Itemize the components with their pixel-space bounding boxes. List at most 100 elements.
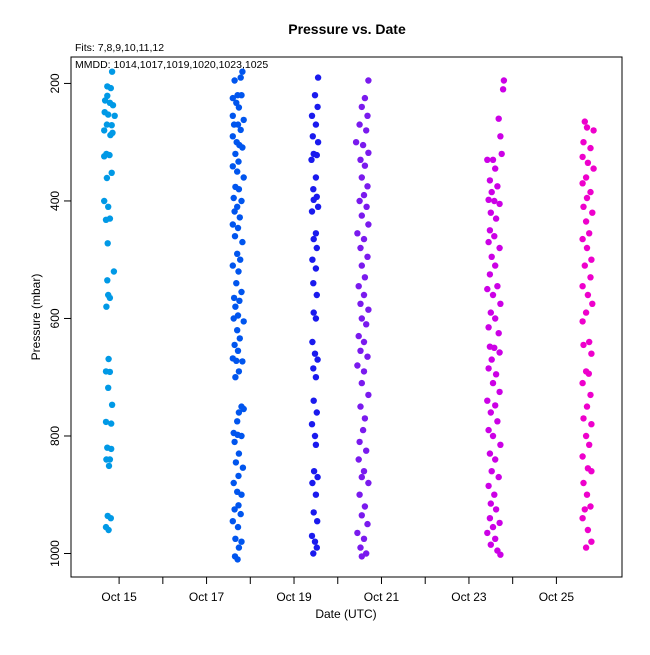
data-point xyxy=(234,347,242,354)
data-point xyxy=(485,196,492,203)
data-point xyxy=(589,300,596,307)
data-point xyxy=(311,538,319,545)
data-point xyxy=(590,127,597,134)
series-1 xyxy=(101,68,118,534)
data-point xyxy=(588,538,595,545)
data-point xyxy=(579,283,586,290)
data-point xyxy=(230,315,237,322)
x-tick-label: Oct 15 xyxy=(101,590,137,604)
data-point xyxy=(354,529,361,537)
data-point xyxy=(363,203,370,210)
data-point xyxy=(580,139,587,146)
data-point xyxy=(308,421,316,428)
data-point xyxy=(364,353,371,360)
data-point xyxy=(235,409,243,416)
data-point xyxy=(239,144,246,151)
series-4 xyxy=(352,77,372,560)
data-point xyxy=(361,503,369,510)
data-point xyxy=(314,139,322,146)
data-point xyxy=(236,335,243,342)
data-point xyxy=(107,515,115,522)
data-point xyxy=(484,285,491,293)
data-point xyxy=(359,141,367,149)
data-point xyxy=(231,506,238,513)
data-point xyxy=(310,468,318,475)
data-point xyxy=(583,124,591,131)
data-point xyxy=(586,230,593,237)
data-point xyxy=(497,551,504,558)
data-point xyxy=(581,506,588,513)
data-point xyxy=(489,523,497,531)
data-point xyxy=(312,265,320,272)
data-point xyxy=(590,165,597,172)
data-point xyxy=(309,133,316,140)
data-point xyxy=(498,150,505,158)
data-point xyxy=(108,420,115,427)
data-point xyxy=(233,280,240,287)
data-point xyxy=(484,156,491,163)
data-point xyxy=(583,244,591,252)
series-6 xyxy=(579,118,597,551)
data-point xyxy=(238,432,245,440)
chart-title: Pressure vs. Date xyxy=(288,21,406,37)
data-point xyxy=(314,518,321,525)
data-point xyxy=(355,456,362,463)
data-point xyxy=(240,116,247,124)
series-3 xyxy=(308,74,322,557)
data-point xyxy=(230,294,238,302)
data-point xyxy=(579,180,586,187)
data-point xyxy=(492,315,499,322)
data-point xyxy=(310,397,317,404)
data-point xyxy=(232,459,240,466)
data-point xyxy=(492,506,500,513)
y-tick-label: 1000 xyxy=(48,540,62,567)
data-point xyxy=(109,102,117,109)
data-point xyxy=(487,409,494,416)
data-point xyxy=(101,153,108,160)
x-axis: Oct 15 Oct 17 Oct 19 Oct 21 Oct 23 Oct 25 xyxy=(101,577,574,604)
data-point xyxy=(105,384,112,391)
data-points xyxy=(101,68,597,563)
data-point xyxy=(308,532,316,540)
data-point xyxy=(357,544,364,551)
data-point xyxy=(580,479,587,487)
data-point xyxy=(103,174,111,182)
data-point xyxy=(310,196,317,203)
data-point xyxy=(494,183,501,190)
y-tick-label: 600 xyxy=(48,308,62,328)
data-point xyxy=(492,215,500,222)
data-point xyxy=(584,159,592,166)
data-point xyxy=(108,122,115,129)
data-point xyxy=(361,415,369,422)
data-point xyxy=(103,121,111,128)
data-point xyxy=(308,156,315,163)
data-point xyxy=(579,453,586,460)
data-point xyxy=(352,139,360,146)
data-point xyxy=(229,518,236,525)
data-point xyxy=(364,183,371,190)
data-point xyxy=(586,338,593,346)
data-point xyxy=(580,341,587,349)
data-point xyxy=(583,194,591,202)
data-point xyxy=(310,186,317,193)
data-point xyxy=(360,468,368,475)
data-point xyxy=(579,235,586,243)
data-point xyxy=(309,338,316,346)
data-point xyxy=(357,156,364,163)
y-axis: 200 400 600 800 1000 xyxy=(48,73,71,567)
data-point xyxy=(356,121,363,128)
data-point xyxy=(484,529,491,537)
series-2 xyxy=(229,68,247,563)
data-point xyxy=(105,111,112,118)
data-point xyxy=(360,191,368,199)
data-point xyxy=(234,168,241,175)
data-point xyxy=(106,294,114,302)
data-point xyxy=(106,368,114,376)
data-point xyxy=(237,256,244,263)
data-point xyxy=(491,344,498,351)
data-point xyxy=(491,233,498,240)
data-point xyxy=(235,158,242,165)
data-point xyxy=(234,121,242,128)
